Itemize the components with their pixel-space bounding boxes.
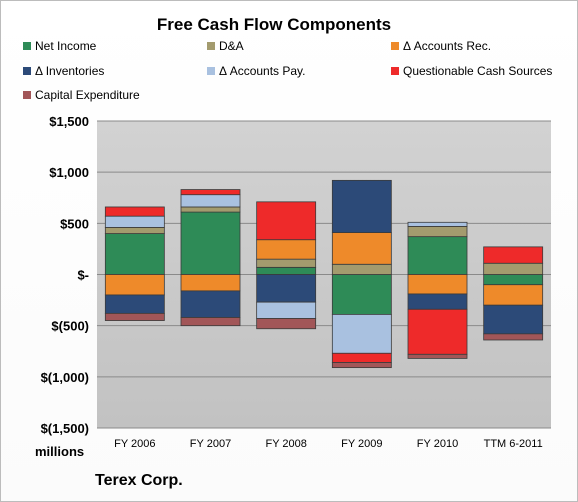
legend-item-da: D&A [207, 39, 244, 53]
x-tick-label: TTM 6-2011 [484, 438, 543, 450]
y-tick-label: $500 [60, 216, 89, 231]
legend-label-accounts-rec: Δ Accounts Rec. [403, 39, 492, 53]
bar-segment [483, 284, 544, 306]
bar-segment [104, 274, 165, 296]
legend-label-capex: Capital Expenditure [35, 88, 140, 102]
bar-segment [180, 206, 241, 213]
bar-segment [483, 262, 544, 275]
bar-segment [256, 258, 317, 268]
chart-title: Free Cash Flow Components [156, 15, 392, 34]
bar-segment [104, 215, 165, 228]
bar-segment [331, 362, 392, 369]
legend-swatch-accounts-rec [391, 42, 399, 50]
legend-label-da: D&A [219, 39, 244, 53]
legend-swatch-questionable-cash [391, 67, 399, 75]
bar-segment [180, 189, 241, 196]
y-tick-label: $1,500 [49, 114, 89, 129]
bar-segment [256, 318, 317, 330]
bar-segment [331, 352, 392, 363]
bar-segment [180, 194, 241, 208]
legend-label-net-income: Net Income [35, 39, 97, 53]
legend-item-net-income: Net Income [23, 39, 96, 53]
legend-item-inventories: Δ Inventories [23, 64, 104, 78]
bar-segment [256, 274, 317, 303]
x-tick-label: FY 2008 [265, 438, 306, 450]
bar-segment [331, 314, 392, 354]
legend-swatch-da [207, 42, 215, 50]
y-tick-label: $(1,000) [41, 370, 89, 385]
bar-segment [483, 304, 544, 335]
y-tick-label: $(1,500) [41, 421, 89, 436]
x-tick-label: FY 2006 [114, 438, 155, 450]
legend-swatch-net-income [23, 42, 31, 50]
bar-segment [407, 236, 468, 275]
bar-segment [180, 290, 241, 318]
bar-segment [483, 333, 544, 341]
bar-segment [104, 294, 165, 314]
bar-segment [180, 274, 241, 292]
legend-item-capex: Capital Expenditure [23, 88, 140, 102]
bar-segment [180, 211, 241, 275]
bar-segment [256, 239, 317, 260]
bar-segment [180, 317, 241, 327]
legend-swatch-capex [23, 91, 31, 99]
bar-segment [483, 246, 544, 264]
bar-segment [104, 227, 165, 234]
bar-segment [331, 263, 392, 275]
legend-item-accounts-rec: Δ Accounts Rec. [391, 39, 491, 53]
bar-segment [256, 266, 317, 275]
bar-segment [407, 308, 468, 355]
y-tick-label: $- [77, 268, 89, 283]
bar-segment [104, 233, 165, 275]
x-tick-label: FY 2009 [341, 438, 382, 450]
x-tick-label: FY 2007 [190, 438, 231, 450]
bar-segment [407, 226, 468, 238]
y-tick-label: $(500) [51, 319, 89, 334]
company-name: Terex Corp. [95, 472, 183, 489]
bar-segment [407, 293, 468, 310]
legend-item-questionable-cash: Questionable Cash Sources [391, 64, 552, 78]
bar-segment [407, 274, 468, 295]
legend-label-inventories: Δ Inventories [35, 64, 105, 78]
bar-segment [331, 179, 392, 233]
bar-segment [407, 221, 468, 227]
legend-label-questionable-cash: Questionable Cash Sources [403, 64, 553, 78]
bar-segment [331, 232, 392, 265]
x-tick-label: FY 2010 [417, 438, 458, 450]
legend-item-accounts-pay: Δ Accounts Pay. [207, 64, 306, 78]
bar-segment [104, 312, 165, 321]
legend-swatch-accounts-pay [207, 67, 215, 75]
legend-swatch-inventories [23, 67, 31, 75]
y-tick-label: $1,000 [49, 165, 89, 180]
y-axis-label: millions [35, 444, 84, 459]
legend-label-accounts-pay: Δ Accounts Pay. [219, 64, 306, 78]
bar-segment [407, 353, 468, 359]
bar-segment [483, 274, 544, 286]
bar-segment [331, 274, 392, 315]
bar-segment [104, 206, 165, 217]
bar-segment [256, 201, 317, 241]
bar-segment [256, 301, 317, 319]
